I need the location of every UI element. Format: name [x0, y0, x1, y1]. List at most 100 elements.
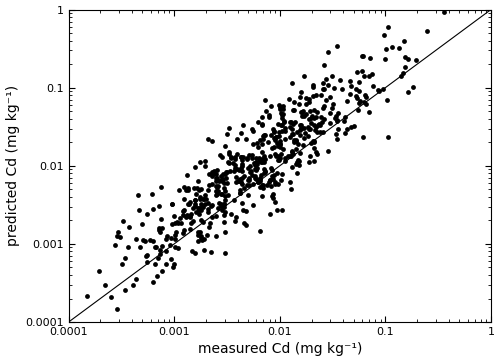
Point [254, 180, 262, 185]
Point [331, 115, 339, 121]
Point [265, 112, 273, 118]
Point [136, 244, 144, 250]
Point [239, 154, 247, 160]
Point [124, 244, 132, 249]
Point [258, 149, 266, 155]
Point [308, 115, 316, 121]
Point [194, 229, 202, 235]
Point [224, 192, 232, 198]
Point [270, 181, 278, 187]
Point [212, 167, 220, 173]
Point [204, 200, 212, 206]
Point [288, 131, 296, 137]
Point [204, 188, 212, 193]
Point [180, 184, 188, 190]
Point [274, 181, 281, 187]
Point [185, 213, 193, 219]
Point [196, 194, 204, 200]
Point [214, 176, 222, 181]
Point [268, 167, 276, 173]
Point [196, 196, 204, 202]
Point [343, 98, 351, 104]
Point [366, 55, 374, 61]
Point [261, 156, 269, 161]
Point [236, 176, 244, 182]
Point [260, 169, 268, 175]
Point [171, 236, 179, 242]
Point [204, 209, 212, 215]
Point [401, 64, 409, 70]
Point [266, 177, 274, 183]
Point [273, 207, 281, 213]
Point [186, 214, 194, 220]
Point [156, 229, 164, 235]
Point [142, 252, 150, 258]
Point [310, 158, 318, 164]
Point [397, 73, 405, 79]
Point [260, 167, 268, 172]
Point [362, 94, 370, 100]
Point [292, 138, 300, 144]
Point [276, 141, 284, 147]
Point [318, 80, 326, 85]
X-axis label: measured Cd (mg kg⁻¹): measured Cd (mg kg⁻¹) [198, 342, 362, 357]
Point [220, 201, 228, 206]
Point [190, 185, 198, 191]
Point [240, 220, 248, 226]
Point [220, 204, 228, 210]
Point [234, 178, 242, 184]
Point [218, 171, 226, 177]
Point [281, 128, 289, 134]
Point [286, 153, 294, 159]
Point [290, 137, 298, 143]
Point [290, 107, 298, 113]
Point [326, 110, 334, 116]
Point [286, 119, 294, 125]
Point [192, 203, 200, 209]
Point [347, 83, 355, 88]
Point [340, 118, 348, 124]
Point [269, 176, 277, 182]
Point [231, 156, 239, 161]
Point [296, 150, 304, 156]
Point [265, 114, 273, 120]
Point [328, 102, 336, 108]
Point [380, 32, 388, 38]
Point [250, 173, 258, 178]
Point [214, 191, 222, 197]
Point [186, 226, 194, 232]
Point [222, 169, 230, 175]
Point [360, 73, 368, 79]
Point [354, 79, 362, 85]
Point [198, 203, 206, 209]
Point [278, 115, 286, 121]
Point [193, 185, 201, 191]
Point [255, 159, 263, 164]
Point [194, 232, 202, 237]
Point [274, 153, 282, 159]
Point [309, 93, 317, 98]
Point [326, 94, 334, 100]
Point [148, 206, 156, 212]
Point [258, 142, 266, 147]
Point [332, 117, 340, 123]
Point [212, 183, 220, 189]
Point [258, 115, 266, 121]
Point [292, 147, 300, 152]
Point [226, 156, 234, 161]
Point [223, 169, 231, 175]
Point [260, 171, 268, 176]
Point [239, 122, 247, 127]
Point [226, 211, 234, 217]
Point [289, 151, 297, 156]
Point [249, 202, 257, 207]
Point [188, 218, 196, 224]
Point [152, 244, 160, 249]
Point [270, 172, 278, 178]
Point [350, 123, 358, 129]
Point [114, 229, 122, 235]
Point [200, 247, 208, 252]
Point [142, 259, 150, 265]
Point [254, 119, 262, 125]
Point [294, 157, 302, 163]
